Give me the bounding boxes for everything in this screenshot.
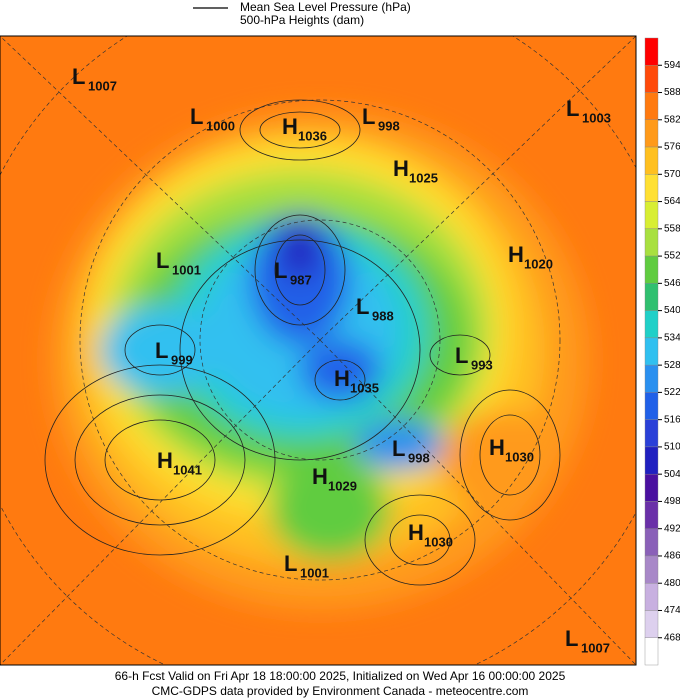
system-value: 1020 — [524, 256, 553, 271]
colorbar-cell — [644, 37, 659, 66]
colorbar-cell — [644, 65, 659, 93]
system-value: 1030 — [424, 534, 453, 549]
colorbar-label: 522 — [664, 387, 680, 398]
colorbar-cell — [644, 473, 659, 502]
colorbar-label: 594 — [664, 60, 680, 71]
system-letter: L — [274, 258, 287, 283]
map-frame — [0, 35, 637, 666]
colorbar-label: 528 — [664, 360, 680, 371]
system-letter: L — [362, 104, 375, 129]
colorbar-label: 546 — [664, 278, 680, 289]
system-value: 1036 — [298, 128, 327, 143]
colorbar-cell — [644, 364, 659, 393]
system-letter: H — [157, 448, 173, 473]
colorbar-cell — [644, 392, 659, 420]
colorbar-label: 582 — [664, 114, 680, 125]
colorbar-label: 558 — [664, 223, 680, 234]
colorbar-cell — [644, 119, 659, 148]
system-letter: L — [455, 343, 468, 368]
system-value: 999 — [171, 352, 193, 367]
colorbar-cell — [644, 255, 659, 284]
system-letter: H — [489, 435, 505, 460]
system-value: 1041 — [173, 462, 202, 477]
system-value: 1003 — [582, 110, 611, 125]
colorbar-cell — [644, 174, 659, 202]
system-letter: L — [356, 294, 369, 319]
colorbar-label: 492 — [664, 523, 680, 534]
legend-text: 500-hPa Heights (dam) — [240, 13, 364, 27]
colorbar-label: 576 — [664, 142, 680, 153]
legend-text: Mean Sea Level Pressure (hPa) — [240, 0, 411, 14]
colorbar-cell — [644, 146, 659, 175]
system-value: 1030 — [505, 449, 534, 464]
colorbar-cell — [644, 283, 659, 311]
system-letter: L — [392, 436, 405, 461]
colorbar: 594 588 582 576 570 564 558 552 546 540 534 528 522 5… — [644, 37, 680, 666]
system-letter: L — [155, 338, 168, 363]
colorbar-cell — [644, 337, 659, 366]
system-letter: L — [566, 96, 579, 121]
colorbar-label: 540 — [664, 305, 680, 316]
system-value: 1029 — [328, 478, 357, 493]
colorbar-cell — [644, 310, 659, 339]
colorbar-label: 516 — [664, 414, 680, 425]
colorbar-cell — [644, 201, 659, 230]
colorbar-label: 564 — [664, 196, 680, 207]
colorbar-cell — [644, 555, 659, 584]
system-value: 1001 — [172, 262, 201, 277]
system-value: 1035 — [350, 380, 379, 395]
system-value: 998 — [408, 450, 430, 465]
colorbar-cell — [644, 637, 659, 666]
colorbar-cell — [644, 610, 659, 638]
colorbar-label: 510 — [664, 442, 680, 453]
system-letter: L — [284, 551, 297, 576]
colorbar-label: 474 — [664, 605, 680, 616]
system-value: 1007 — [88, 78, 117, 93]
colorbar-label: 552 — [664, 251, 680, 262]
system-value: 1001 — [300, 565, 329, 580]
colorbar-cell — [644, 446, 659, 475]
system-value: 988 — [372, 308, 394, 323]
colorbar-label: 570 — [664, 169, 680, 180]
system-value: 1025 — [409, 170, 438, 185]
system-letter: L — [565, 626, 578, 651]
footer-text: 66-h Fcst Valid on Fri Apr 18 18:00:00 2… — [115, 669, 566, 683]
colorbar-label: 468 — [664, 632, 680, 643]
colorbar-cell — [644, 228, 659, 257]
footer-text: CMC-GDPS data provided by Environment Ca… — [152, 684, 529, 698]
colorbar-label: 588 — [664, 87, 680, 98]
colorbar-cell — [644, 501, 659, 529]
system-letter: H — [312, 464, 328, 489]
system-letter: L — [72, 64, 85, 89]
colorbar-label: 504 — [664, 469, 680, 480]
system-letter: H — [408, 520, 424, 545]
colorbar-label: 498 — [664, 496, 680, 507]
system-value: 998 — [378, 118, 400, 133]
system-value: 1007 — [581, 640, 610, 655]
system-value: 1000 — [206, 118, 235, 133]
colorbar-label: 534 — [664, 333, 680, 344]
system-letter: H — [334, 366, 350, 391]
system-value: 993 — [471, 357, 493, 372]
system-letter: L — [190, 104, 203, 129]
colorbar-cell — [644, 583, 659, 611]
system-letter: H — [282, 114, 298, 139]
system-letter: H — [508, 242, 524, 267]
colorbar-cell — [644, 528, 659, 557]
system-letter: L — [156, 248, 169, 273]
colorbar-cell — [644, 92, 659, 120]
colorbar-label: 486 — [664, 551, 680, 562]
system-letter: H — [393, 156, 409, 181]
colorbar-label: 480 — [664, 578, 680, 589]
system-value: 987 — [290, 272, 312, 287]
colorbar-cell — [644, 419, 659, 448]
